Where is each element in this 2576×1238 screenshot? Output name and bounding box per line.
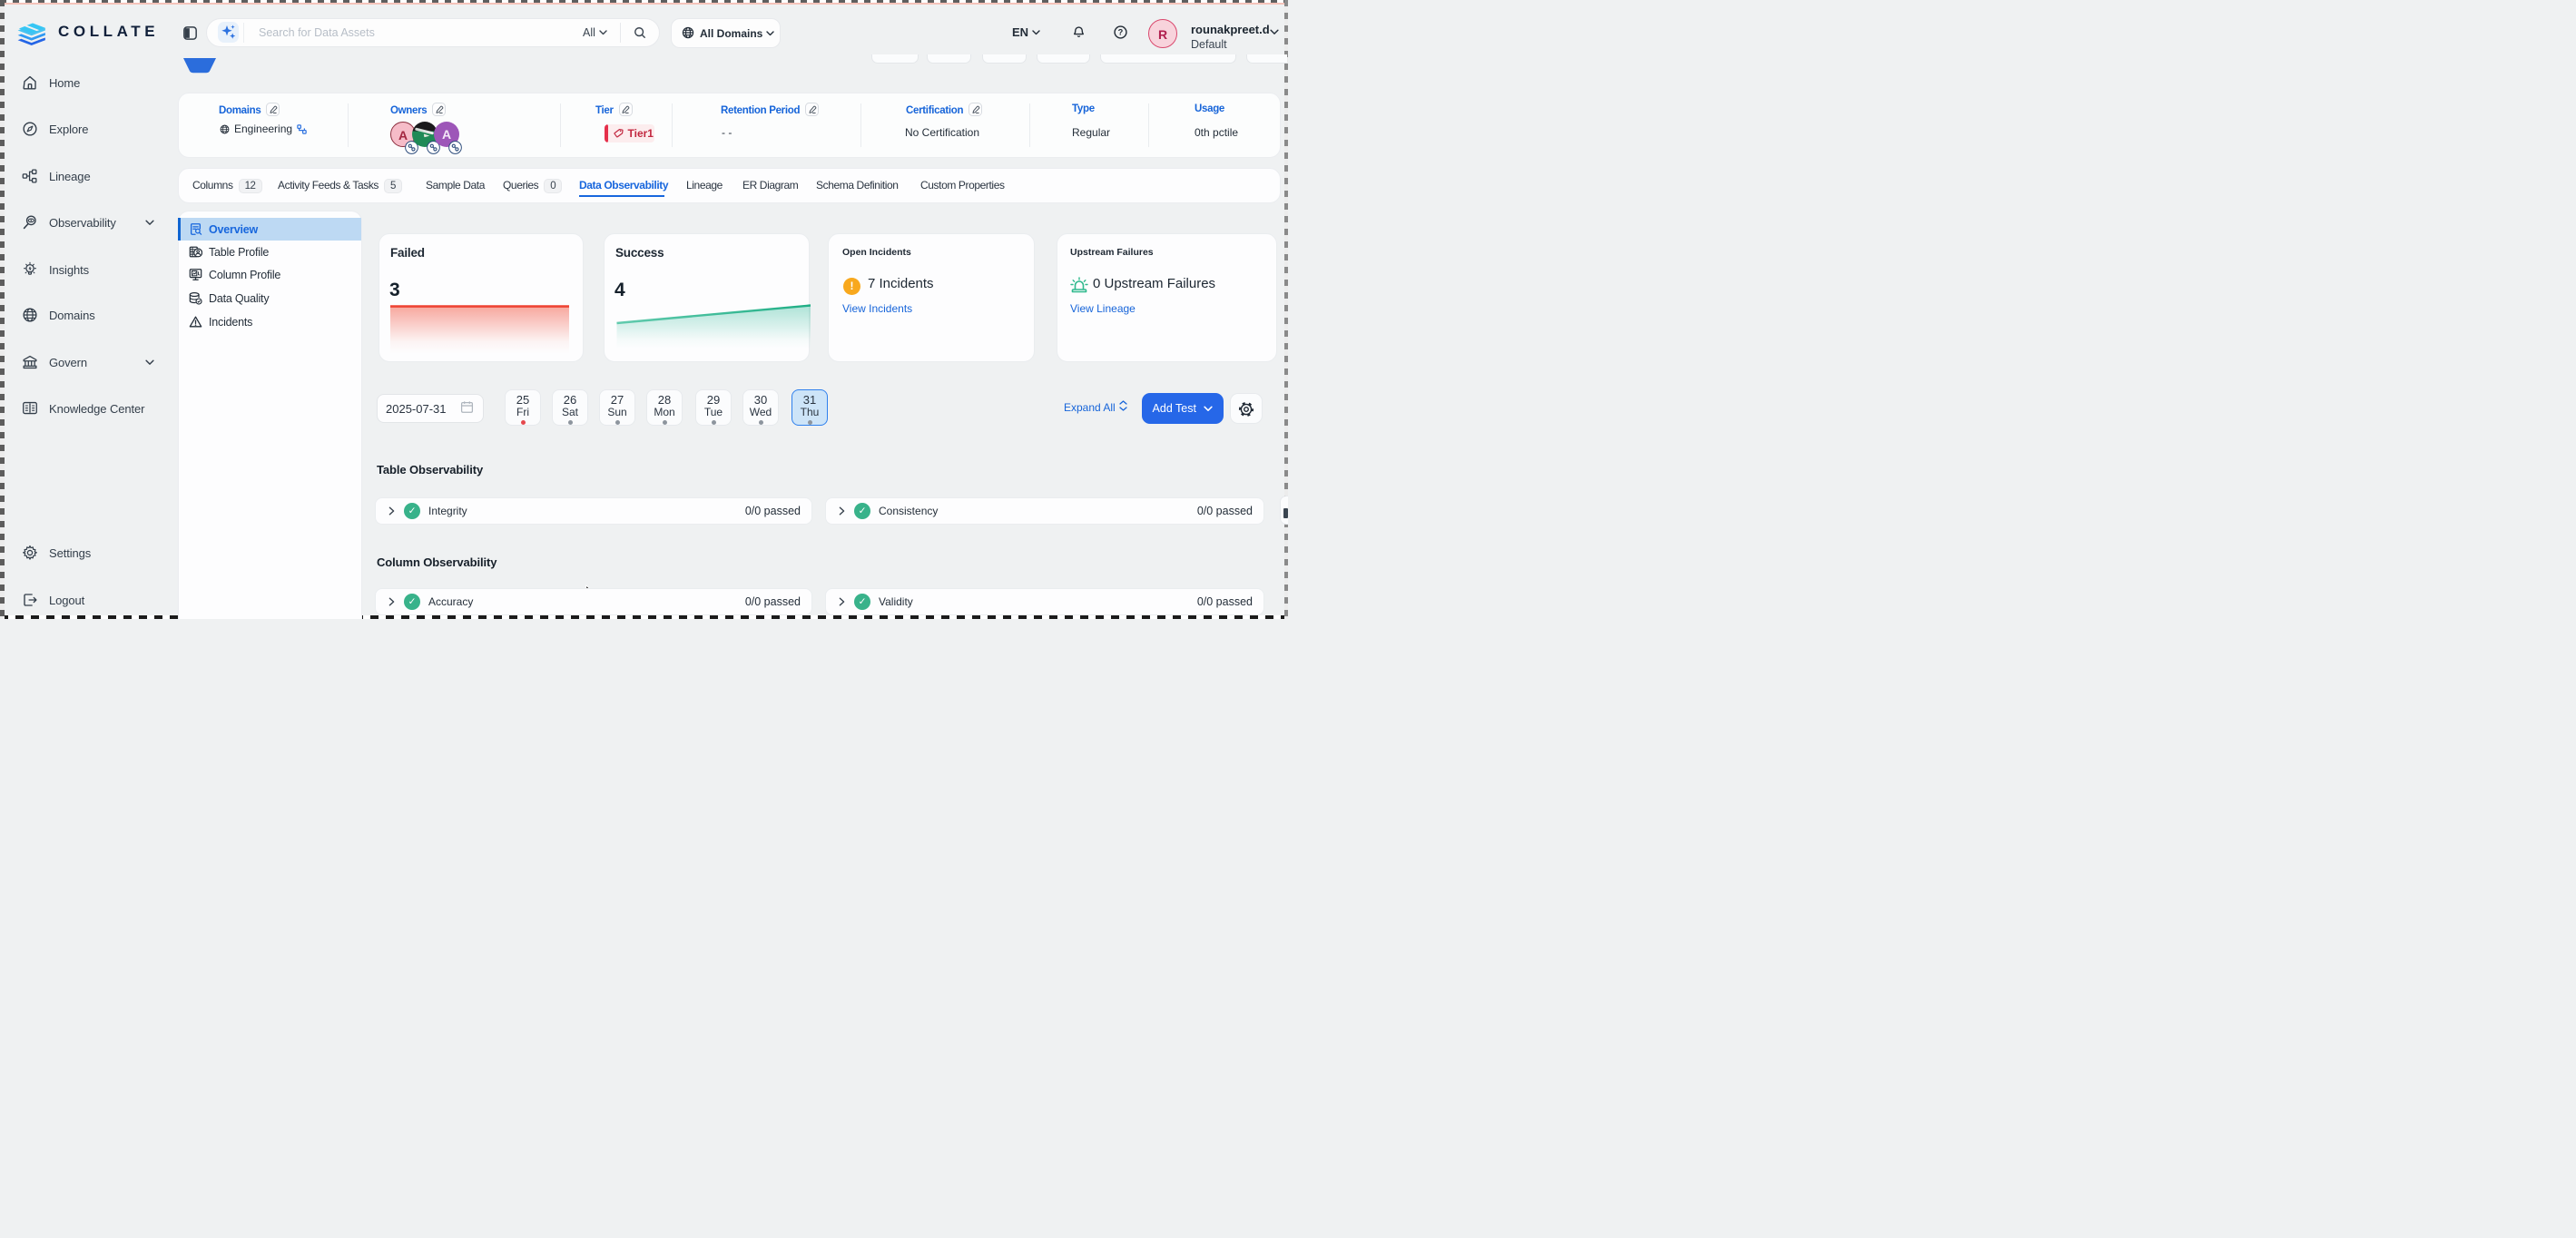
svg-text:?: ? [1118,28,1124,37]
